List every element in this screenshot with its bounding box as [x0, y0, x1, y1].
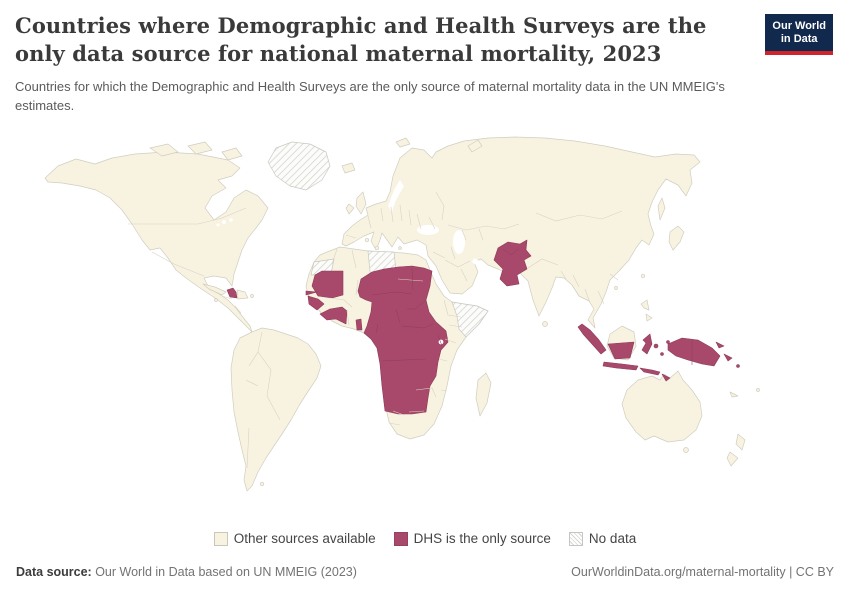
- data-source-text: Our World in Data based on UN MMEIG (202…: [91, 565, 357, 579]
- footer-license[interactable]: CC BY: [795, 565, 834, 579]
- island-philippines-1[interactable]: [640, 299, 650, 311]
- map-legend: Other sources available DHS is the only …: [0, 531, 850, 546]
- owid-logo-line1: Our World: [772, 20, 826, 32]
- legend-item-dhs-only[interactable]: DHS is the only source: [393, 531, 551, 546]
- region-sulawesi[interactable]: [641, 333, 653, 355]
- island-iceland[interactable]: [341, 162, 356, 174]
- legend-swatch-other-sources: [213, 531, 228, 546]
- arctic-island-2[interactable]: [187, 141, 213, 155]
- legend-swatch-no-data: [568, 531, 583, 546]
- black-sea: [417, 225, 439, 235]
- island-new-zealand-south[interactable]: [726, 451, 739, 467]
- region-lesser-sunda[interactable]: [639, 367, 661, 376]
- legend-label-other-sources: Other sources available: [233, 531, 376, 546]
- page-subtitle: Countries for which the Demographic and …: [15, 79, 725, 113]
- world-map-svg[interactable]: [0, 128, 850, 518]
- region-maluku-2[interactable]: [660, 352, 664, 356]
- lake-victoria: [438, 339, 444, 345]
- region-liberia-cote-divoire[interactable]: [319, 306, 348, 325]
- region-solomon-1[interactable]: [723, 353, 733, 362]
- island-sri-lanka[interactable]: [542, 321, 548, 327]
- region-new-guinea[interactable]: [667, 337, 721, 367]
- region-kalimantan[interactable]: [607, 341, 635, 360]
- landmass-dhs-only[interactable]: [226, 239, 740, 415]
- island-new-caledonia[interactable]: [729, 391, 739, 398]
- great-lake-2: [229, 218, 233, 222]
- island-japan[interactable]: [668, 225, 685, 251]
- region-maluku-1[interactable]: [653, 343, 659, 349]
- world-map[interactable]: [0, 128, 850, 520]
- region-guinea[interactable]: [307, 295, 325, 311]
- island-sakhalin[interactable]: [657, 197, 666, 221]
- region-new-britain[interactable]: [715, 341, 725, 349]
- arctic-island-3[interactable]: [221, 147, 243, 161]
- island-fiji[interactable]: [756, 388, 760, 392]
- legend-item-no-data[interactable]: No data: [568, 531, 637, 546]
- landmass-australia[interactable]: [621, 370, 703, 443]
- region-afghanistan-pakistan[interactable]: [493, 239, 532, 287]
- region-gambia[interactable]: [305, 290, 318, 296]
- landmass-south-america[interactable]: [230, 327, 322, 492]
- footer-link[interactable]: OurWorldinData.org/maternal-mortality: [571, 565, 786, 579]
- legend-label-no-data: No data: [588, 531, 637, 546]
- persian-gulf: [472, 258, 488, 270]
- island-ireland[interactable]: [345, 203, 355, 215]
- island-madagascar[interactable]: [475, 372, 492, 417]
- country-borders: [128, 191, 623, 469]
- island-dominican-republic[interactable]: [236, 289, 249, 300]
- region-maluku-3[interactable]: [666, 340, 670, 344]
- region-solomon-2[interactable]: [736, 364, 740, 368]
- region-togo[interactable]: [355, 318, 363, 331]
- landmass-north-america[interactable]: [44, 151, 269, 333]
- footer-right: OurWorldinData.org/maternal-mortality | …: [571, 565, 834, 579]
- island-sardinia[interactable]: [364, 237, 370, 243]
- dhs-country-borders: [371, 248, 693, 365]
- legend-label-dhs-only: DHS is the only source: [413, 531, 551, 546]
- region-haiti[interactable]: [226, 287, 238, 299]
- island-hainan[interactable]: [614, 286, 618, 290]
- chart-footer: Data source: Our World in Data based on …: [0, 565, 850, 579]
- owid-logo-line2: in Data: [780, 33, 818, 45]
- island-crete[interactable]: [398, 246, 402, 250]
- landmass-eurasia[interactable]: [341, 136, 701, 329]
- legend-item-other-sources[interactable]: Other sources available: [213, 531, 376, 546]
- island-jamaica[interactable]: [214, 298, 218, 302]
- island-taiwan[interactable]: [640, 273, 646, 279]
- island-falkland[interactable]: [259, 481, 265, 487]
- island-cuba[interactable]: [202, 283, 227, 296]
- island-uk[interactable]: [355, 191, 367, 215]
- baltic-sea: [388, 180, 404, 212]
- owid-logo[interactable]: Our World in Data: [765, 14, 833, 55]
- region-sumatra[interactable]: [577, 323, 607, 355]
- island-philippines-2[interactable]: [645, 313, 653, 322]
- caspian-sea: [453, 230, 465, 254]
- region-timor[interactable]: [661, 373, 671, 382]
- page-title: Countries where Demographic and Health S…: [15, 13, 707, 66]
- chart-header: Countries where Demographic and Health S…: [15, 12, 835, 115]
- data-source-label: Data source:: [16, 565, 92, 579]
- island-tasmania[interactable]: [683, 447, 689, 453]
- island-sicily[interactable]: [374, 245, 380, 251]
- arctic-island-1[interactable]: [149, 143, 179, 157]
- great-lake-3: [216, 223, 220, 227]
- island-svalbard[interactable]: [395, 137, 411, 148]
- region-central-africa[interactable]: [357, 265, 449, 415]
- legend-swatch-dhs-only: [393, 531, 408, 546]
- region-mauritania[interactable]: [311, 270, 344, 299]
- footer-separator: |: [785, 565, 796, 579]
- data-source-note: Data source: Our World in Data based on …: [16, 565, 357, 579]
- region-somalia[interactable]: [451, 301, 489, 338]
- great-lake-1: [222, 220, 226, 224]
- region-greenland[interactable]: [267, 141, 331, 191]
- island-puerto-rico[interactable]: [250, 294, 254, 298]
- water-bodies: [216, 180, 488, 345]
- island-novaya-zemlya[interactable]: [467, 139, 483, 153]
- island-new-zealand-north[interactable]: [735, 433, 746, 451]
- region-java[interactable]: [602, 361, 639, 371]
